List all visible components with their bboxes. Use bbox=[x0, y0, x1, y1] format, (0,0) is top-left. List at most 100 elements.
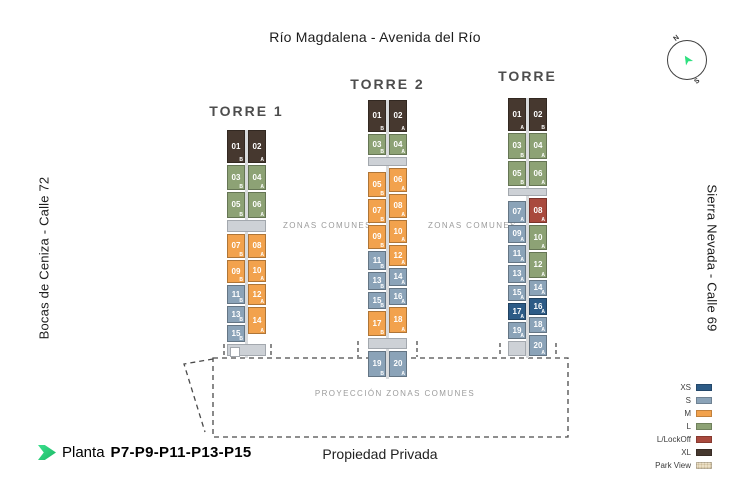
unit-number: 13 bbox=[512, 269, 522, 279]
unit-torre-3-10[interactable]: 10 A bbox=[529, 225, 547, 250]
unit-torre-2-12[interactable]: 12 A bbox=[389, 245, 407, 266]
tower-column-left: 07 B 09 B 11 B 13 B 15 B bbox=[227, 234, 245, 344]
unit-torre-2-01[interactable]: 01 B bbox=[368, 100, 386, 132]
unit-torre-3-19[interactable]: 19 A bbox=[508, 322, 526, 339]
unit-torre-1-01[interactable]: 01 B bbox=[227, 130, 245, 163]
tower-core-divider bbox=[526, 98, 529, 358]
unit-letter: A bbox=[401, 186, 405, 192]
unit-torre-1-04[interactable]: 04 A bbox=[248, 165, 266, 190]
unit-letter: A bbox=[520, 257, 524, 263]
unit-torre-1-15[interactable]: 15 B bbox=[227, 325, 245, 342]
unit-number: 10 bbox=[533, 232, 543, 242]
unit-number: 06 bbox=[393, 175, 403, 185]
tower-title-torre-2: TORRE 2 bbox=[350, 76, 425, 92]
unit-torre-2-10[interactable]: 10 A bbox=[389, 220, 407, 243]
unit-number: 07 bbox=[231, 241, 241, 251]
unit-torre-1-08[interactable]: 08 A bbox=[248, 234, 266, 258]
tower-column-right: 02 A 04 A bbox=[389, 100, 407, 157]
unit-number: 18 bbox=[393, 315, 403, 325]
unit-torre-1-10[interactable]: 10 A bbox=[248, 260, 266, 282]
legend-item-lockoff: L/LockOff bbox=[655, 435, 712, 444]
plan-levels: P7-P9-P11-P13-P15 bbox=[110, 444, 252, 461]
unit-torre-2-02[interactable]: 02 A bbox=[389, 100, 407, 132]
unit-torre-2-18[interactable]: 18 A bbox=[389, 307, 407, 333]
unit-torre-2-14[interactable]: 14 A bbox=[389, 268, 407, 286]
unit-torre-2-08[interactable]: 08 A bbox=[389, 194, 407, 218]
tower-column-left: 01 A 03 B 05 B bbox=[508, 98, 526, 188]
unit-torre-1-02[interactable]: 02 A bbox=[248, 130, 266, 163]
unit-torre-3-12[interactable]: 12 A bbox=[529, 252, 547, 278]
unit-torre-3-15[interactable]: 15 A bbox=[508, 285, 526, 301]
unit-torre-1-06[interactable]: 06 A bbox=[248, 192, 266, 218]
unit-torre-3-06[interactable]: 06 A bbox=[529, 161, 547, 186]
legend-item-m: M bbox=[655, 409, 712, 418]
tower-column-right: 08 A 10 A 12 A 14 A 16 A 18 A 20 A bbox=[529, 198, 547, 358]
unit-letter: A bbox=[520, 295, 524, 301]
unit-torre-2-17[interactable]: 17 B bbox=[368, 311, 386, 336]
unit-torre-3-02[interactable]: 02 B bbox=[529, 98, 547, 131]
unit-torre-3-07[interactable]: 07 A bbox=[508, 201, 526, 223]
unit-torre-1-09[interactable]: 09 B bbox=[227, 260, 245, 283]
unit-torre-2-05[interactable]: 05 B bbox=[368, 172, 386, 197]
unit-letter: B bbox=[239, 212, 243, 218]
unit-letter: A bbox=[401, 260, 405, 266]
street-label-west: Bocas de Ceniza - Calle 72 bbox=[36, 176, 52, 340]
tower-column-left: 01 B 03 B 05 B bbox=[227, 130, 245, 220]
unit-letter: A bbox=[401, 371, 405, 377]
tower-column-right: 08 A 10 A 12 A 14 A bbox=[248, 234, 266, 344]
unit-torre-3-18[interactable]: 18 A bbox=[529, 317, 547, 333]
unit-torre-2-20[interactable]: 20 A bbox=[389, 351, 407, 377]
unit-torre-3-05[interactable]: 05 B bbox=[508, 161, 526, 186]
unit-number: 13 bbox=[231, 309, 241, 319]
unit-torre-2-15[interactable]: 15 B bbox=[368, 292, 386, 309]
tower-column-right: 02 B 04 A 06 A bbox=[529, 98, 547, 188]
unit-letter: B bbox=[520, 180, 524, 186]
unit-torre-1-12[interactable]: 12 A bbox=[248, 284, 266, 305]
unit-torre-1-07[interactable]: 07 B bbox=[227, 234, 245, 258]
unit-torre-1-14[interactable]: 14 A bbox=[248, 307, 266, 334]
unit-torre-3-03[interactable]: 03 B bbox=[508, 133, 526, 159]
unit-number: 09 bbox=[512, 229, 522, 239]
unit-torre-3-11[interactable]: 11 A bbox=[508, 245, 526, 263]
unit-torre-2-11[interactable]: 11 B bbox=[368, 251, 386, 270]
unit-torre-3-13[interactable]: 13 A bbox=[508, 265, 526, 283]
tower-torre-1: TORRE 1 01 B 03 B 05 B 02 A 04 A 06 A 07 B 09 B 11 B 13 B 15 B… bbox=[209, 103, 282, 358]
unit-torre-2-06[interactable]: 06 A bbox=[389, 168, 407, 192]
compass: N S ➤ bbox=[665, 33, 709, 87]
unit-number: 06 bbox=[252, 200, 262, 210]
unit-letter: A bbox=[260, 299, 264, 305]
unit-torre-3-01[interactable]: 01 A bbox=[508, 98, 526, 131]
unit-letter: A bbox=[541, 350, 545, 356]
unit-torre-1-13[interactable]: 13 B bbox=[227, 306, 245, 323]
street-label-north: Río Magdalena - Avenida del Río bbox=[269, 29, 481, 45]
unit-torre-3-08[interactable]: 08 A bbox=[529, 198, 547, 223]
unit-torre-2-04[interactable]: 04 A bbox=[389, 134, 407, 155]
unit-torre-3-04[interactable]: 04 A bbox=[529, 133, 547, 159]
unit-torre-2-16[interactable]: 16 A bbox=[389, 288, 407, 305]
unit-letter: A bbox=[401, 212, 405, 218]
unit-torre-2-13[interactable]: 13 B bbox=[368, 272, 386, 290]
unit-torre-3-14[interactable]: 14 A bbox=[529, 280, 547, 296]
unit-number: 19 bbox=[512, 325, 522, 335]
common-zone-band bbox=[227, 344, 266, 357]
unit-torre-1-11[interactable]: 11 B bbox=[227, 285, 245, 304]
unit-torre-2-03[interactable]: 03 B bbox=[368, 134, 386, 155]
tower-column-left: 07 A 09 A 11 A 13 A 15 A 17 A 19 A bbox=[508, 198, 526, 358]
unit-torre-2-19[interactable]: 19 B bbox=[368, 351, 386, 377]
unit-torre-3-20[interactable]: 20 A bbox=[529, 335, 547, 356]
unit-torre-2-07[interactable]: 07 B bbox=[368, 199, 386, 223]
legend-item-s: S bbox=[655, 396, 712, 405]
unit-torre-1-03[interactable]: 03 B bbox=[227, 165, 245, 190]
tower-title-torre-1: TORRE 1 bbox=[209, 103, 284, 119]
unit-torre-3-09[interactable]: 09 A bbox=[508, 225, 526, 243]
unit-letter: A bbox=[520, 277, 524, 283]
unit-number: 04 bbox=[533, 141, 543, 151]
unit-torre-3-17[interactable]: 17 A bbox=[508, 303, 526, 320]
unit-number: 13 bbox=[372, 276, 382, 286]
unit-torre-1-05[interactable]: 05 B bbox=[227, 192, 245, 218]
unit-torre-2-09[interactable]: 09 B bbox=[368, 225, 386, 249]
tower-column-left: 05 B 07 B 09 B 11 B 13 B 15 B 17 B bbox=[368, 168, 386, 338]
legend-label: L bbox=[686, 422, 691, 431]
unit-torre-3-16[interactable]: 16 A bbox=[529, 298, 547, 315]
